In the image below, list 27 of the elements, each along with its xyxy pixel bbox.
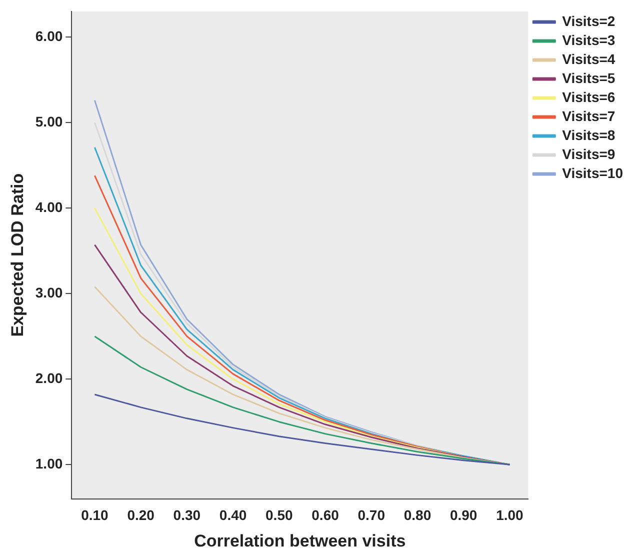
legend-label: Visits=6 (562, 88, 616, 105)
legend-label: Visits=3 (562, 32, 616, 48)
y-tick-label: 5.00 (35, 113, 63, 130)
y-tick-label: 1.00 (35, 455, 63, 472)
legend-label: Visits=9 (562, 146, 616, 162)
legend-label: Visits=4 (562, 50, 616, 67)
legend-label: Visits=7 (562, 108, 616, 124)
x-tick-label: 0.30 (173, 507, 201, 524)
x-tick-label: 0.80 (404, 507, 432, 524)
x-tick-label: 0.70 (358, 507, 386, 524)
legend-label: Visits=5 (562, 70, 616, 86)
x-tick-label: 0.60 (312, 507, 340, 524)
x-tick-label: 0.40 (219, 507, 247, 524)
y-tick-label: 4.00 (35, 198, 63, 215)
legend-label: Visits=10 (562, 164, 624, 181)
x-tick-label: 0.10 (81, 507, 109, 524)
x-tick-label: 0.50 (266, 507, 293, 524)
legend-label: Visits=8 (562, 126, 616, 143)
y-tick-label: 6.00 (35, 28, 63, 44)
legend-label: Visits=2 (562, 12, 616, 29)
x-tick-label: 0.90 (450, 507, 478, 524)
x-tick-label: 1.00 (496, 507, 524, 524)
y-axis-title: Expected LOD Ratio (8, 173, 27, 337)
x-axis-title: Correlation between visits (194, 531, 406, 550)
y-tick-label: 3.00 (35, 284, 63, 300)
y-tick-label: 2.00 (35, 370, 63, 386)
x-tick-label: 0.20 (127, 507, 155, 524)
